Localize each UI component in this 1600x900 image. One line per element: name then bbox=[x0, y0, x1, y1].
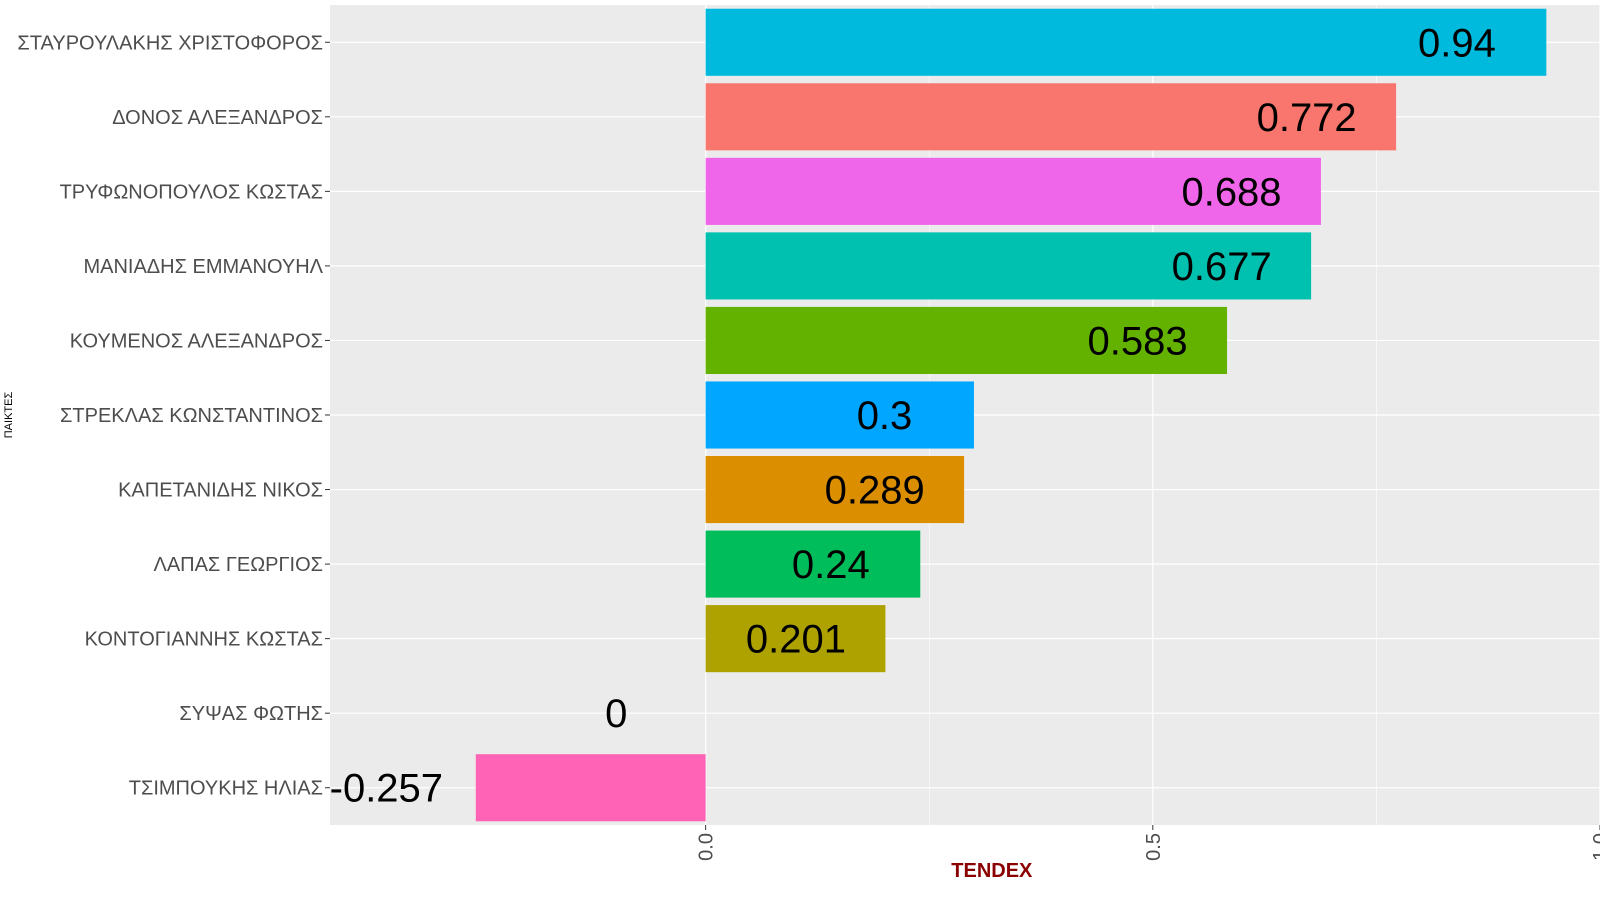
data-label: 0.289 bbox=[825, 469, 925, 513]
y-tick-label: ΣΤΡΕΚΛΑΣ ΚΩΝΣΤΑΝΤΙΝΟΣ bbox=[60, 405, 323, 427]
data-label: 0.24 bbox=[792, 543, 870, 587]
data-label: 0.3 bbox=[857, 394, 913, 438]
x-tick-label: 1.0 bbox=[1590, 833, 1600, 861]
y-tick-label: ΚΑΠΕΤΑΝΙΔΗΣ ΝΙΚΟΣ bbox=[118, 480, 323, 502]
y-tick-label: ΤΡΥΦΩΝΟΠΟΥΛΟΣ ΚΩΣΤΑΣ bbox=[60, 181, 323, 203]
data-label: 0.688 bbox=[1181, 170, 1281, 214]
x-axis-title: TENDEX bbox=[951, 860, 1033, 882]
data-label: 0.201 bbox=[746, 618, 846, 662]
y-tick-label: ΜΑΝΙΑΔΗΣ ΕΜΜΑΝΟΥΗΛ bbox=[83, 256, 323, 278]
y-tick-label: ΤΣΙΜΠΟΥΚΗΣ ΗΛΙΑΣ bbox=[129, 778, 323, 800]
data-label: 0 bbox=[605, 692, 627, 736]
bar bbox=[705, 605, 886, 673]
x-axis: 0.0 0.5 1.0 bbox=[696, 825, 1600, 861]
bar bbox=[705, 232, 1312, 300]
y-tick-label: ΚΟΝΤΟΓΙΑΝΝΗΣ ΚΩΣΤΑΣ bbox=[85, 629, 323, 651]
bar bbox=[705, 381, 974, 449]
y-tick-label: ΣΤΑΥΡΟΥΛΑΚΗΣ ΧΡΙΣΤΟΦΟΡΟΣ bbox=[17, 32, 323, 54]
bar bbox=[705, 530, 921, 598]
x-tick-label: 0.5 bbox=[1143, 833, 1165, 861]
y-tick-label: ΔΟΝΟΣ ΑΛΕΞΑΝΔΡΟΣ bbox=[112, 107, 323, 129]
bars bbox=[475, 8, 1547, 822]
y-axis: ΣΤΑΥΡΟΥΛΑΚΗΣ ΧΡΙΣΤΟΦΟΡΟΣ ΔΟΝΟΣ ΑΛΕΞΑΝΔΡΟΣ… bbox=[17, 32, 330, 800]
bar bbox=[475, 754, 706, 822]
data-labels: 0.94 0.772 0.688 0.677 0.583 0.3 0.289 0.24 0.20… bbox=[330, 21, 1496, 810]
bar bbox=[705, 306, 1228, 374]
y-tick-label: ΛΑΠΑΣ ΓΕΩΡΓΙΟΣ bbox=[153, 554, 323, 576]
bar bbox=[705, 8, 1547, 76]
y-axis-title: ΠΑΙΚΤΕΣ bbox=[3, 392, 15, 439]
bar bbox=[705, 157, 1321, 225]
x-tick-label: 0.0 bbox=[696, 833, 718, 861]
y-tick-label: ΚΟΥΜΕΝΟΣ ΑΛΕΞΑΝΔΡΟΣ bbox=[70, 330, 323, 352]
data-label: 0.94 bbox=[1418, 21, 1496, 65]
bar bbox=[705, 83, 1397, 151]
y-tick-label: ΣΥΨΑΣ ΦΩΤΗΣ bbox=[179, 703, 323, 725]
bar bbox=[705, 456, 965, 524]
data-label: 0.677 bbox=[1172, 245, 1272, 289]
data-label: 0.772 bbox=[1257, 96, 1357, 140]
data-label: -0.257 bbox=[330, 767, 443, 811]
data-label: 0.583 bbox=[1088, 319, 1188, 363]
